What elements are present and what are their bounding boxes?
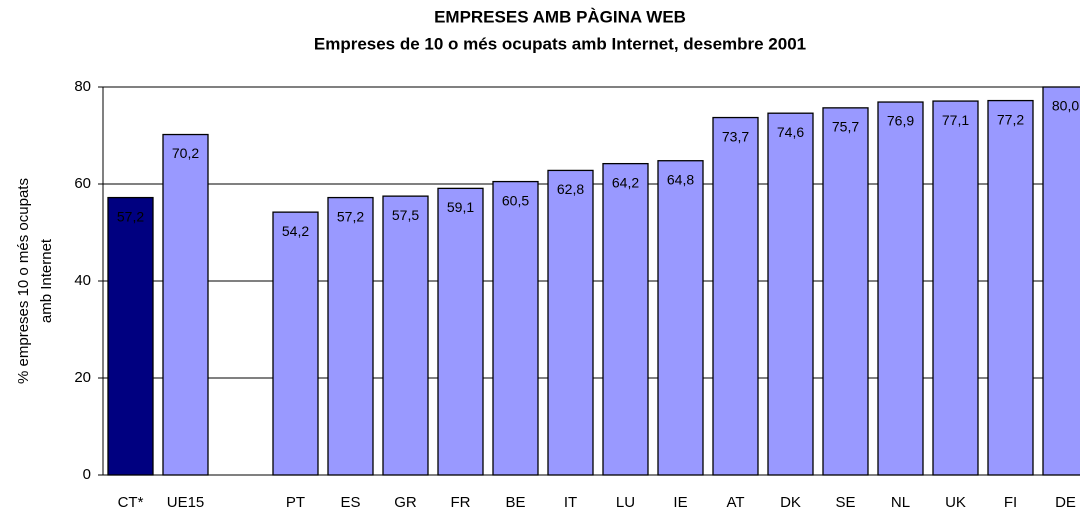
y-tick-label: 80 xyxy=(74,78,91,95)
x-tick-label: NL xyxy=(891,494,910,511)
value-label: 57,2 xyxy=(117,208,144,224)
bar xyxy=(822,107,869,476)
bar xyxy=(162,133,209,476)
value-label: 74,6 xyxy=(777,124,804,140)
x-tick-label: UK xyxy=(945,494,966,511)
value-label: 80,0 xyxy=(1052,98,1079,114)
x-tick-label: AT xyxy=(726,494,744,511)
bar xyxy=(492,180,539,476)
value-label: 70,2 xyxy=(172,145,199,161)
y-tick-label: 0 xyxy=(83,466,91,483)
x-tick-label: BE xyxy=(505,494,525,511)
value-label: 64,2 xyxy=(612,174,639,190)
x-tick-label: ES xyxy=(340,494,360,511)
chart-title: EMPRESES AMB PÀGINA WEB xyxy=(434,7,686,26)
y-tick-label: 40 xyxy=(74,272,91,289)
bar xyxy=(547,169,594,476)
bar xyxy=(987,99,1034,476)
bar xyxy=(657,160,704,476)
value-label: 60,5 xyxy=(502,192,529,208)
x-tick-label: SE xyxy=(835,494,855,511)
value-label: 73,7 xyxy=(722,128,749,144)
bar xyxy=(712,116,759,476)
bar xyxy=(107,196,154,476)
y-tick-label: 20 xyxy=(74,369,91,386)
x-tick-label: IE xyxy=(673,494,687,511)
x-tick-label: PT xyxy=(286,494,305,511)
value-label: 59,1 xyxy=(447,199,474,215)
bar xyxy=(877,101,924,476)
bar xyxy=(932,100,979,476)
x-tick-label: LU xyxy=(616,494,635,511)
bar xyxy=(382,195,429,476)
value-label: 57,5 xyxy=(392,207,419,223)
value-label: 62,8 xyxy=(557,181,584,197)
value-label: 75,7 xyxy=(832,119,859,135)
bar xyxy=(437,187,484,476)
bar xyxy=(1042,86,1080,476)
x-tick-label: DE xyxy=(1055,494,1076,511)
value-label: 57,2 xyxy=(337,208,364,224)
y-axis-label: % empreses 10 o més ocupats amb Internet xyxy=(15,178,55,384)
value-label: 77,1 xyxy=(942,112,969,128)
value-label: 77,2 xyxy=(997,111,1024,127)
bar xyxy=(272,211,319,476)
value-label: 54,2 xyxy=(282,223,309,239)
x-tick-label: DK xyxy=(780,494,801,511)
y-axis-label-line: amb Internet xyxy=(38,238,55,323)
x-tick-label: GR xyxy=(394,494,417,511)
x-tick-label: IT xyxy=(564,494,577,511)
x-tick-label: FR xyxy=(451,494,471,511)
bar xyxy=(602,162,649,476)
x-tick-label: FI xyxy=(1004,494,1017,511)
chart-subtitle: Empreses de 10 o més ocupats amb Interne… xyxy=(314,34,806,53)
value-label: 64,8 xyxy=(667,171,694,187)
x-tick-label: UE15 xyxy=(167,494,205,511)
value-label: 76,9 xyxy=(887,113,914,129)
y-tick-label: 60 xyxy=(74,175,91,192)
bar xyxy=(767,112,814,476)
bar xyxy=(327,196,374,476)
y-axis-label-line: % empreses 10 o més ocupats xyxy=(15,178,32,384)
x-tick-label: CT* xyxy=(118,494,144,511)
